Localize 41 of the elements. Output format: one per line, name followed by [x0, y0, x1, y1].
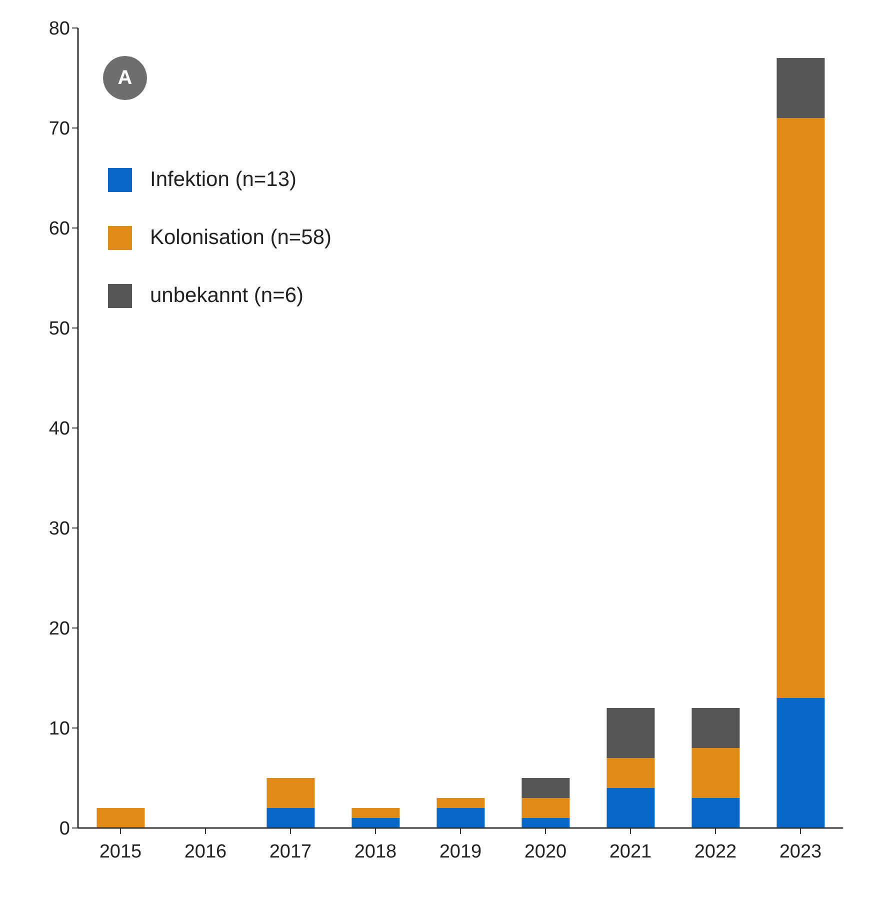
bar — [606, 788, 655, 828]
bar — [352, 808, 400, 818]
bar — [606, 758, 655, 788]
bar — [352, 818, 400, 828]
x-tick-label: 2016 — [184, 841, 227, 862]
x-tick-label: 2017 — [269, 841, 312, 862]
bar — [522, 778, 570, 798]
annotation: A — [103, 56, 147, 100]
x-tick-label: 2018 — [354, 841, 397, 862]
bar — [776, 118, 825, 698]
y-tick-label: 60 — [48, 218, 70, 240]
x-tick-label: 2019 — [439, 841, 482, 862]
x-tick-label: 2015 — [99, 841, 142, 862]
bar — [692, 798, 740, 828]
y-tick-label: 40 — [48, 418, 70, 440]
bar — [96, 808, 145, 828]
bar — [266, 778, 315, 808]
y-tick-label: 50 — [48, 318, 70, 340]
y-tick-label: 0 — [59, 818, 70, 840]
bar — [436, 798, 485, 808]
legend-label: Infektion (n=13) — [150, 168, 297, 192]
legend-label: Kolonisation (n=58) — [150, 226, 332, 250]
bar — [522, 818, 570, 828]
y-tick-label: 70 — [48, 118, 70, 140]
y-tick-label: 10 — [48, 718, 70, 740]
bar — [776, 58, 825, 118]
bar — [266, 808, 315, 828]
bar — [776, 698, 825, 828]
y-tick-label: 80 — [48, 18, 70, 40]
x-tick-label: 2020 — [524, 841, 567, 862]
bar — [522, 798, 570, 818]
bar — [606, 708, 655, 758]
x-tick-label: 2022 — [694, 841, 737, 862]
x-tick-label: 2023 — [779, 841, 822, 862]
bar — [692, 748, 740, 798]
x-tick-label: 2021 — [609, 841, 652, 862]
bar — [436, 808, 485, 828]
y-tick-label: 20 — [48, 618, 70, 640]
y-tick-label: 30 — [48, 518, 70, 540]
bar — [692, 708, 740, 748]
legend-label: unbekannt (n=6) — [150, 284, 304, 308]
